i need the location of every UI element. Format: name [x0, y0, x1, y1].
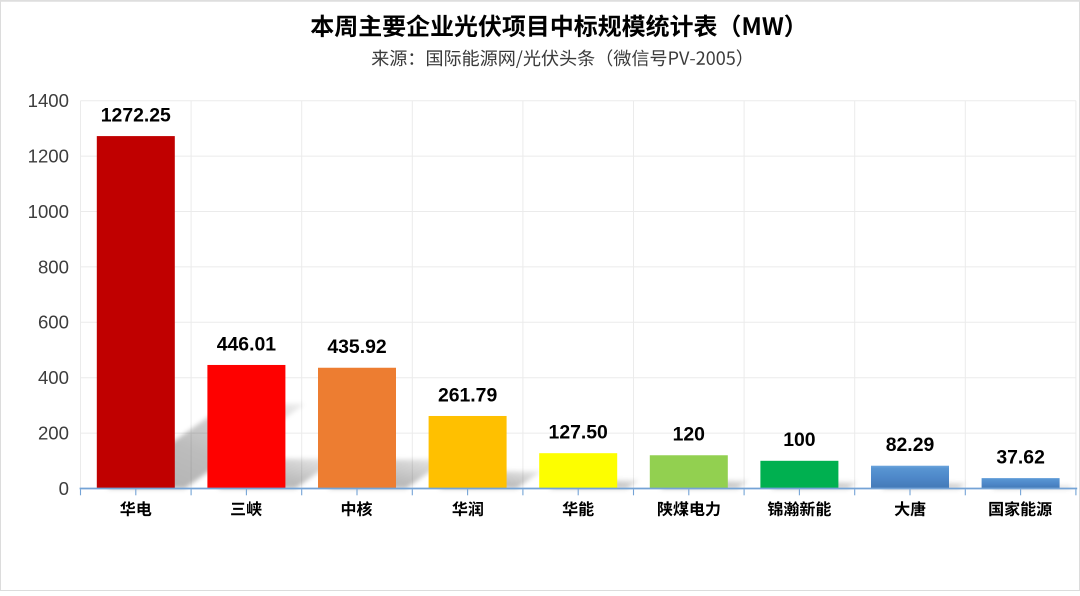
svg-text:1400: 1400 [28, 90, 69, 111]
svg-text:100: 100 [783, 429, 815, 451]
svg-text:82.29: 82.29 [886, 434, 935, 456]
svg-text:261.79: 261.79 [438, 384, 498, 406]
svg-text:400: 400 [38, 367, 69, 388]
svg-text:120: 120 [673, 424, 705, 446]
svg-text:37.62: 37.62 [996, 447, 1045, 469]
svg-text:446.01: 446.01 [217, 333, 277, 355]
svg-text:0: 0 [59, 478, 69, 499]
svg-text:800: 800 [38, 256, 69, 277]
svg-text:200: 200 [38, 423, 69, 444]
svg-text:435.92: 435.92 [327, 336, 386, 358]
svg-text:1272.25: 1272.25 [101, 105, 171, 127]
svg-text:1200: 1200 [28, 146, 69, 167]
svg-text:600: 600 [38, 312, 69, 333]
svg-text:1000: 1000 [28, 201, 69, 222]
svg-text:127.50: 127.50 [549, 422, 608, 444]
